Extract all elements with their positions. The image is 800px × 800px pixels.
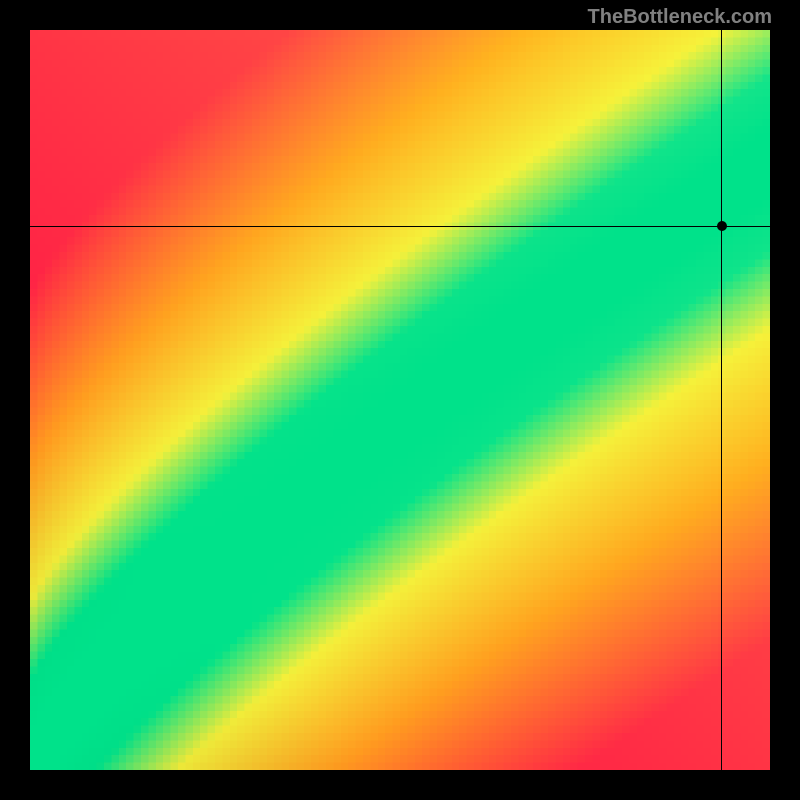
watermark-text: TheBottleneck.com [588, 6, 772, 29]
crosshair-horizontal-line [30, 226, 770, 227]
bottleneck-heatmap [30, 30, 770, 770]
crosshair-vertical-line [721, 30, 722, 770]
crosshair-marker [717, 221, 727, 231]
